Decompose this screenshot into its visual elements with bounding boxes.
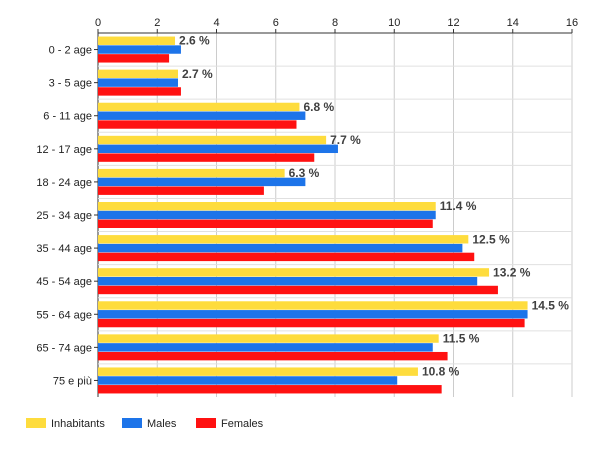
bar-males: [98, 111, 306, 120]
x-tick-label: 12: [447, 17, 459, 29]
bar-females: [98, 351, 448, 361]
x-tick-label: 14: [507, 17, 519, 29]
bar-females: [98, 318, 525, 328]
bar-females: [98, 120, 297, 129]
data-label: 2.7 %: [182, 67, 213, 81]
bar-inhabitants: [98, 202, 436, 211]
bar-males: [98, 210, 436, 220]
legend-label: Females: [221, 418, 264, 430]
category-label: 0 - 2 age: [49, 45, 92, 57]
data-label: 14.5 %: [532, 298, 570, 312]
bar-males: [98, 243, 463, 253]
bar-inhabitants: [98, 69, 178, 79]
category-label: 55 - 64 age: [36, 309, 92, 321]
x-tick-label: 16: [566, 17, 578, 29]
bar-inhabitants: [98, 268, 490, 277]
bar-inhabitants: [98, 36, 176, 45]
bar-inhabitants: [98, 367, 418, 376]
bar-inhabitants: [98, 168, 285, 178]
data-label: 11.5 %: [443, 332, 480, 346]
legend-swatch-inhabitants: [26, 418, 46, 428]
bar-males: [98, 78, 178, 87]
category-label: 12 - 17 age: [36, 144, 92, 156]
bar-inhabitants: [98, 235, 469, 244]
data-label: 6.3 %: [289, 166, 320, 180]
legend-swatch-males: [122, 418, 142, 428]
data-label: 11.4 %: [440, 199, 477, 213]
category-label: 6 - 11 age: [43, 111, 92, 123]
legend-label: Inhabitants: [51, 418, 105, 430]
data-label: 2.6 %: [179, 34, 210, 48]
category-label: 65 - 74 age: [36, 342, 92, 354]
x-tick-label: 2: [154, 17, 160, 29]
bar-males: [98, 276, 478, 286]
x-tick-label: 6: [273, 17, 279, 29]
bar-males: [98, 45, 181, 54]
category-label: 45 - 54 age: [36, 276, 92, 288]
data-label: 12.5 %: [472, 232, 510, 246]
category-label: 3 - 5 age: [49, 78, 92, 90]
data-label: 6.8 %: [303, 100, 334, 114]
bar-females: [98, 252, 475, 262]
bar-females: [98, 186, 264, 195]
bar-females: [98, 153, 315, 162]
category-label: 75 e più: [53, 375, 92, 387]
bar-females: [98, 285, 498, 295]
bar-females: [98, 385, 442, 394]
x-tick-label: 8: [332, 17, 338, 29]
category-label: 25 - 34 age: [36, 210, 92, 222]
bar-males: [98, 144, 338, 154]
bar-males: [98, 177, 306, 187]
data-label: 13.2 %: [493, 265, 531, 279]
bar-inhabitants: [98, 102, 300, 112]
bar-inhabitants: [98, 301, 528, 310]
x-tick-label: 4: [213, 17, 219, 29]
category-label: 35 - 44 age: [36, 243, 92, 255]
bar-inhabitants: [98, 334, 439, 343]
bar-females: [98, 219, 433, 228]
bar-males: [98, 343, 433, 352]
x-tick-label: 10: [388, 17, 400, 29]
bar-females: [98, 54, 170, 63]
legend-swatch-females: [196, 418, 216, 428]
bar-males: [98, 310, 528, 319]
data-label: 10.8 %: [422, 365, 460, 379]
bar-inhabitants: [98, 135, 327, 145]
category-label: 18 - 24 age: [36, 177, 92, 189]
bar-males: [98, 376, 398, 385]
bar-females: [98, 87, 181, 96]
legend-label: Males: [147, 418, 177, 430]
x-tick-label: 0: [95, 17, 101, 29]
data-label: 7.7 %: [330, 133, 361, 147]
